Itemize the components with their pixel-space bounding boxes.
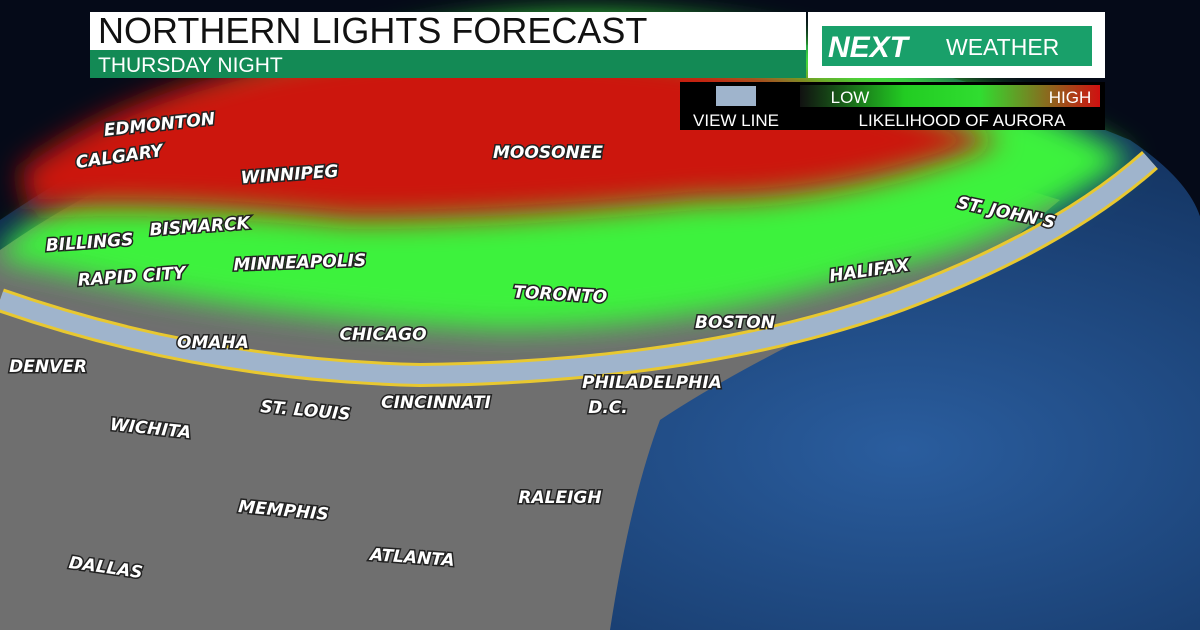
legend-high: HIGH — [1049, 88, 1092, 107]
city-label: CHICAGO — [339, 325, 426, 345]
logo-product: WEATHER — [946, 34, 1059, 60]
city-label: OMAHA — [177, 333, 249, 353]
city-label: MINNEAPOLIS — [233, 251, 366, 276]
city-label: PHILADELPHIA — [582, 373, 722, 393]
city-label: ATLANTA — [367, 545, 455, 571]
subtitle: THURSDAY NIGHT — [98, 54, 283, 77]
view-line-swatch — [716, 86, 756, 106]
city-label: D.C. — [588, 398, 628, 418]
city-label: DENVER — [9, 357, 87, 377]
city-label: BOSTON — [695, 313, 775, 333]
subtitle-box — [90, 50, 806, 78]
legend-view-line: VIEW LINE — [693, 111, 779, 130]
title: NORTHERN LIGHTS FORECAST — [98, 10, 647, 51]
likelihood-scale — [800, 85, 1100, 107]
city-label: MOOSONEE — [493, 143, 603, 163]
legend-low: LOW — [831, 88, 870, 107]
city-label: CINCINNATI — [381, 393, 491, 413]
legend-caption: LIKELIHOOD OF AURORA — [859, 111, 1067, 130]
title-box — [90, 12, 806, 50]
city-label: RALEIGH — [518, 488, 601, 508]
view-line — [0, 153, 1156, 385]
logo-brand: NEXT — [828, 31, 911, 64]
logo-inner — [822, 26, 1092, 66]
